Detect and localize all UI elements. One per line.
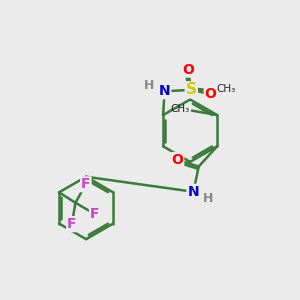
Text: O: O — [171, 153, 183, 167]
Text: F: F — [90, 207, 100, 221]
Text: H: H — [144, 80, 154, 92]
Text: S: S — [186, 82, 197, 97]
Text: F: F — [67, 217, 76, 231]
Text: N: N — [188, 185, 199, 199]
Text: CH₃: CH₃ — [170, 104, 190, 114]
Text: CH₃: CH₃ — [216, 84, 236, 94]
Text: F: F — [81, 177, 91, 191]
Text: O: O — [182, 63, 194, 76]
Text: O: O — [205, 87, 217, 101]
Text: H: H — [202, 192, 213, 205]
Text: N: N — [159, 84, 170, 98]
